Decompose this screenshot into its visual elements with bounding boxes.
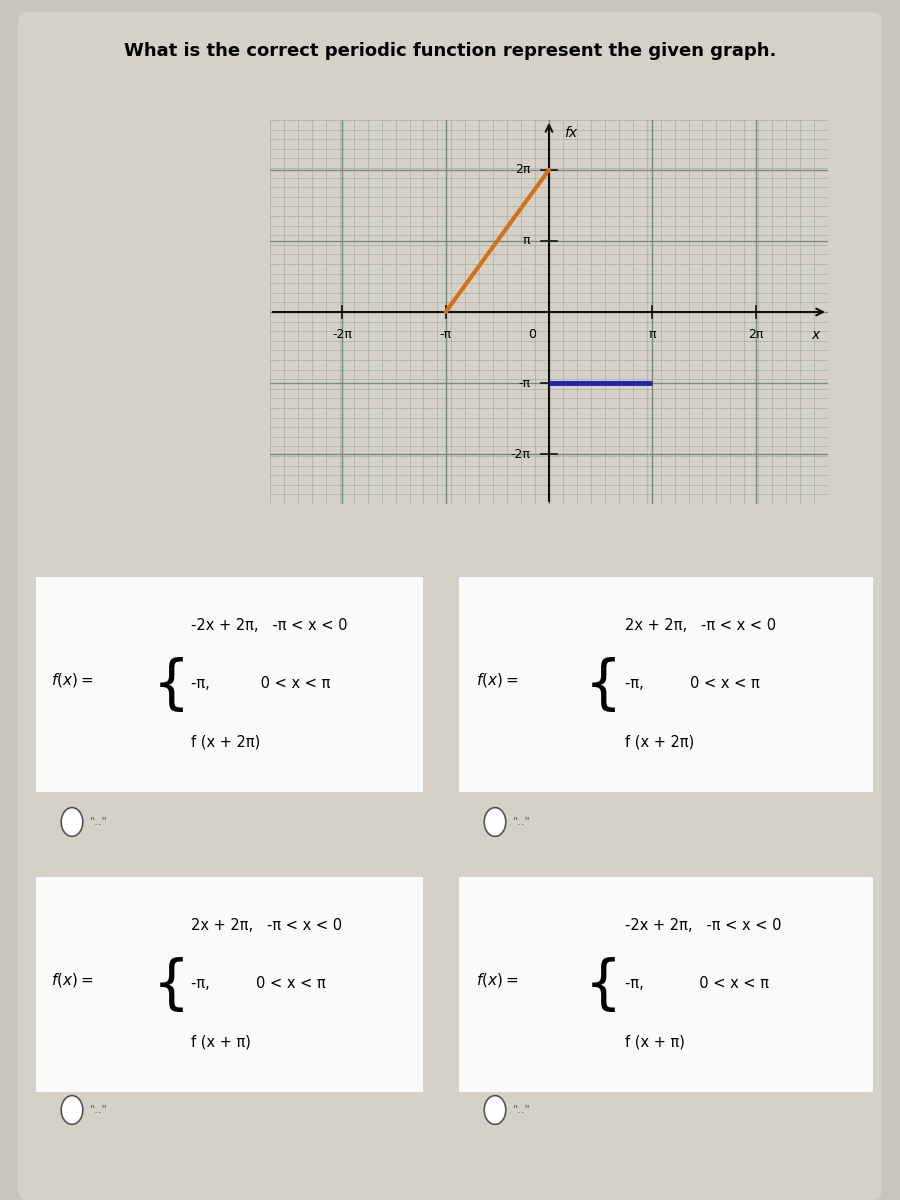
Text: 2π: 2π bbox=[748, 328, 763, 341]
FancyBboxPatch shape bbox=[18, 12, 882, 1200]
Text: 0: 0 bbox=[528, 328, 536, 341]
FancyBboxPatch shape bbox=[451, 876, 881, 1094]
FancyBboxPatch shape bbox=[28, 576, 431, 794]
Text: fx: fx bbox=[564, 126, 578, 139]
Text: "..": ".." bbox=[513, 1105, 531, 1115]
Text: x: x bbox=[812, 328, 820, 342]
FancyBboxPatch shape bbox=[451, 576, 881, 794]
Text: What is the correct periodic function represent the given graph.: What is the correct periodic function re… bbox=[124, 42, 776, 60]
Text: $\{$: $\{$ bbox=[584, 954, 616, 1014]
Text: 2π: 2π bbox=[515, 163, 530, 176]
Text: -π,           0 < x < π: -π, 0 < x < π bbox=[191, 677, 330, 691]
Text: $f(x)=$: $f(x)=$ bbox=[475, 971, 518, 989]
Text: 2x + 2π,   -π < x < 0: 2x + 2π, -π < x < 0 bbox=[191, 918, 342, 934]
Text: "..": ".." bbox=[90, 817, 108, 827]
Text: -π: -π bbox=[518, 377, 530, 390]
Text: "..": ".." bbox=[90, 1105, 108, 1115]
Text: -π: -π bbox=[440, 328, 452, 341]
Text: 2x + 2π,   -π < x < 0: 2x + 2π, -π < x < 0 bbox=[625, 618, 776, 634]
Text: $f(x)=$: $f(x)=$ bbox=[51, 971, 94, 989]
Text: -2x + 2π,   -π < x < 0: -2x + 2π, -π < x < 0 bbox=[191, 618, 347, 634]
Text: -2π: -2π bbox=[510, 448, 530, 461]
Text: "..": ".." bbox=[513, 817, 531, 827]
Text: -2x + 2π,   -π < x < 0: -2x + 2π, -π < x < 0 bbox=[625, 918, 781, 934]
Text: $\{$: $\{$ bbox=[152, 954, 184, 1014]
Text: f (x + π): f (x + π) bbox=[191, 1034, 251, 1050]
Text: -π,          0 < x < π: -π, 0 < x < π bbox=[625, 677, 760, 691]
Text: f (x + π): f (x + π) bbox=[625, 1034, 685, 1050]
Text: $\{$: $\{$ bbox=[584, 654, 616, 714]
FancyBboxPatch shape bbox=[28, 876, 431, 1094]
Text: f (x + 2π): f (x + 2π) bbox=[625, 734, 694, 750]
Text: $f(x)=$: $f(x)=$ bbox=[475, 671, 518, 689]
Text: f (x + 2π): f (x + 2π) bbox=[191, 734, 260, 750]
Text: π: π bbox=[523, 234, 530, 247]
Text: $\{$: $\{$ bbox=[152, 654, 184, 714]
Text: -2π: -2π bbox=[332, 328, 352, 341]
Text: $f(x)=$: $f(x)=$ bbox=[51, 671, 94, 689]
Text: -π,            0 < x < π: -π, 0 < x < π bbox=[625, 977, 769, 991]
Text: π: π bbox=[649, 328, 656, 341]
Text: -π,          0 < x < π: -π, 0 < x < π bbox=[191, 977, 326, 991]
